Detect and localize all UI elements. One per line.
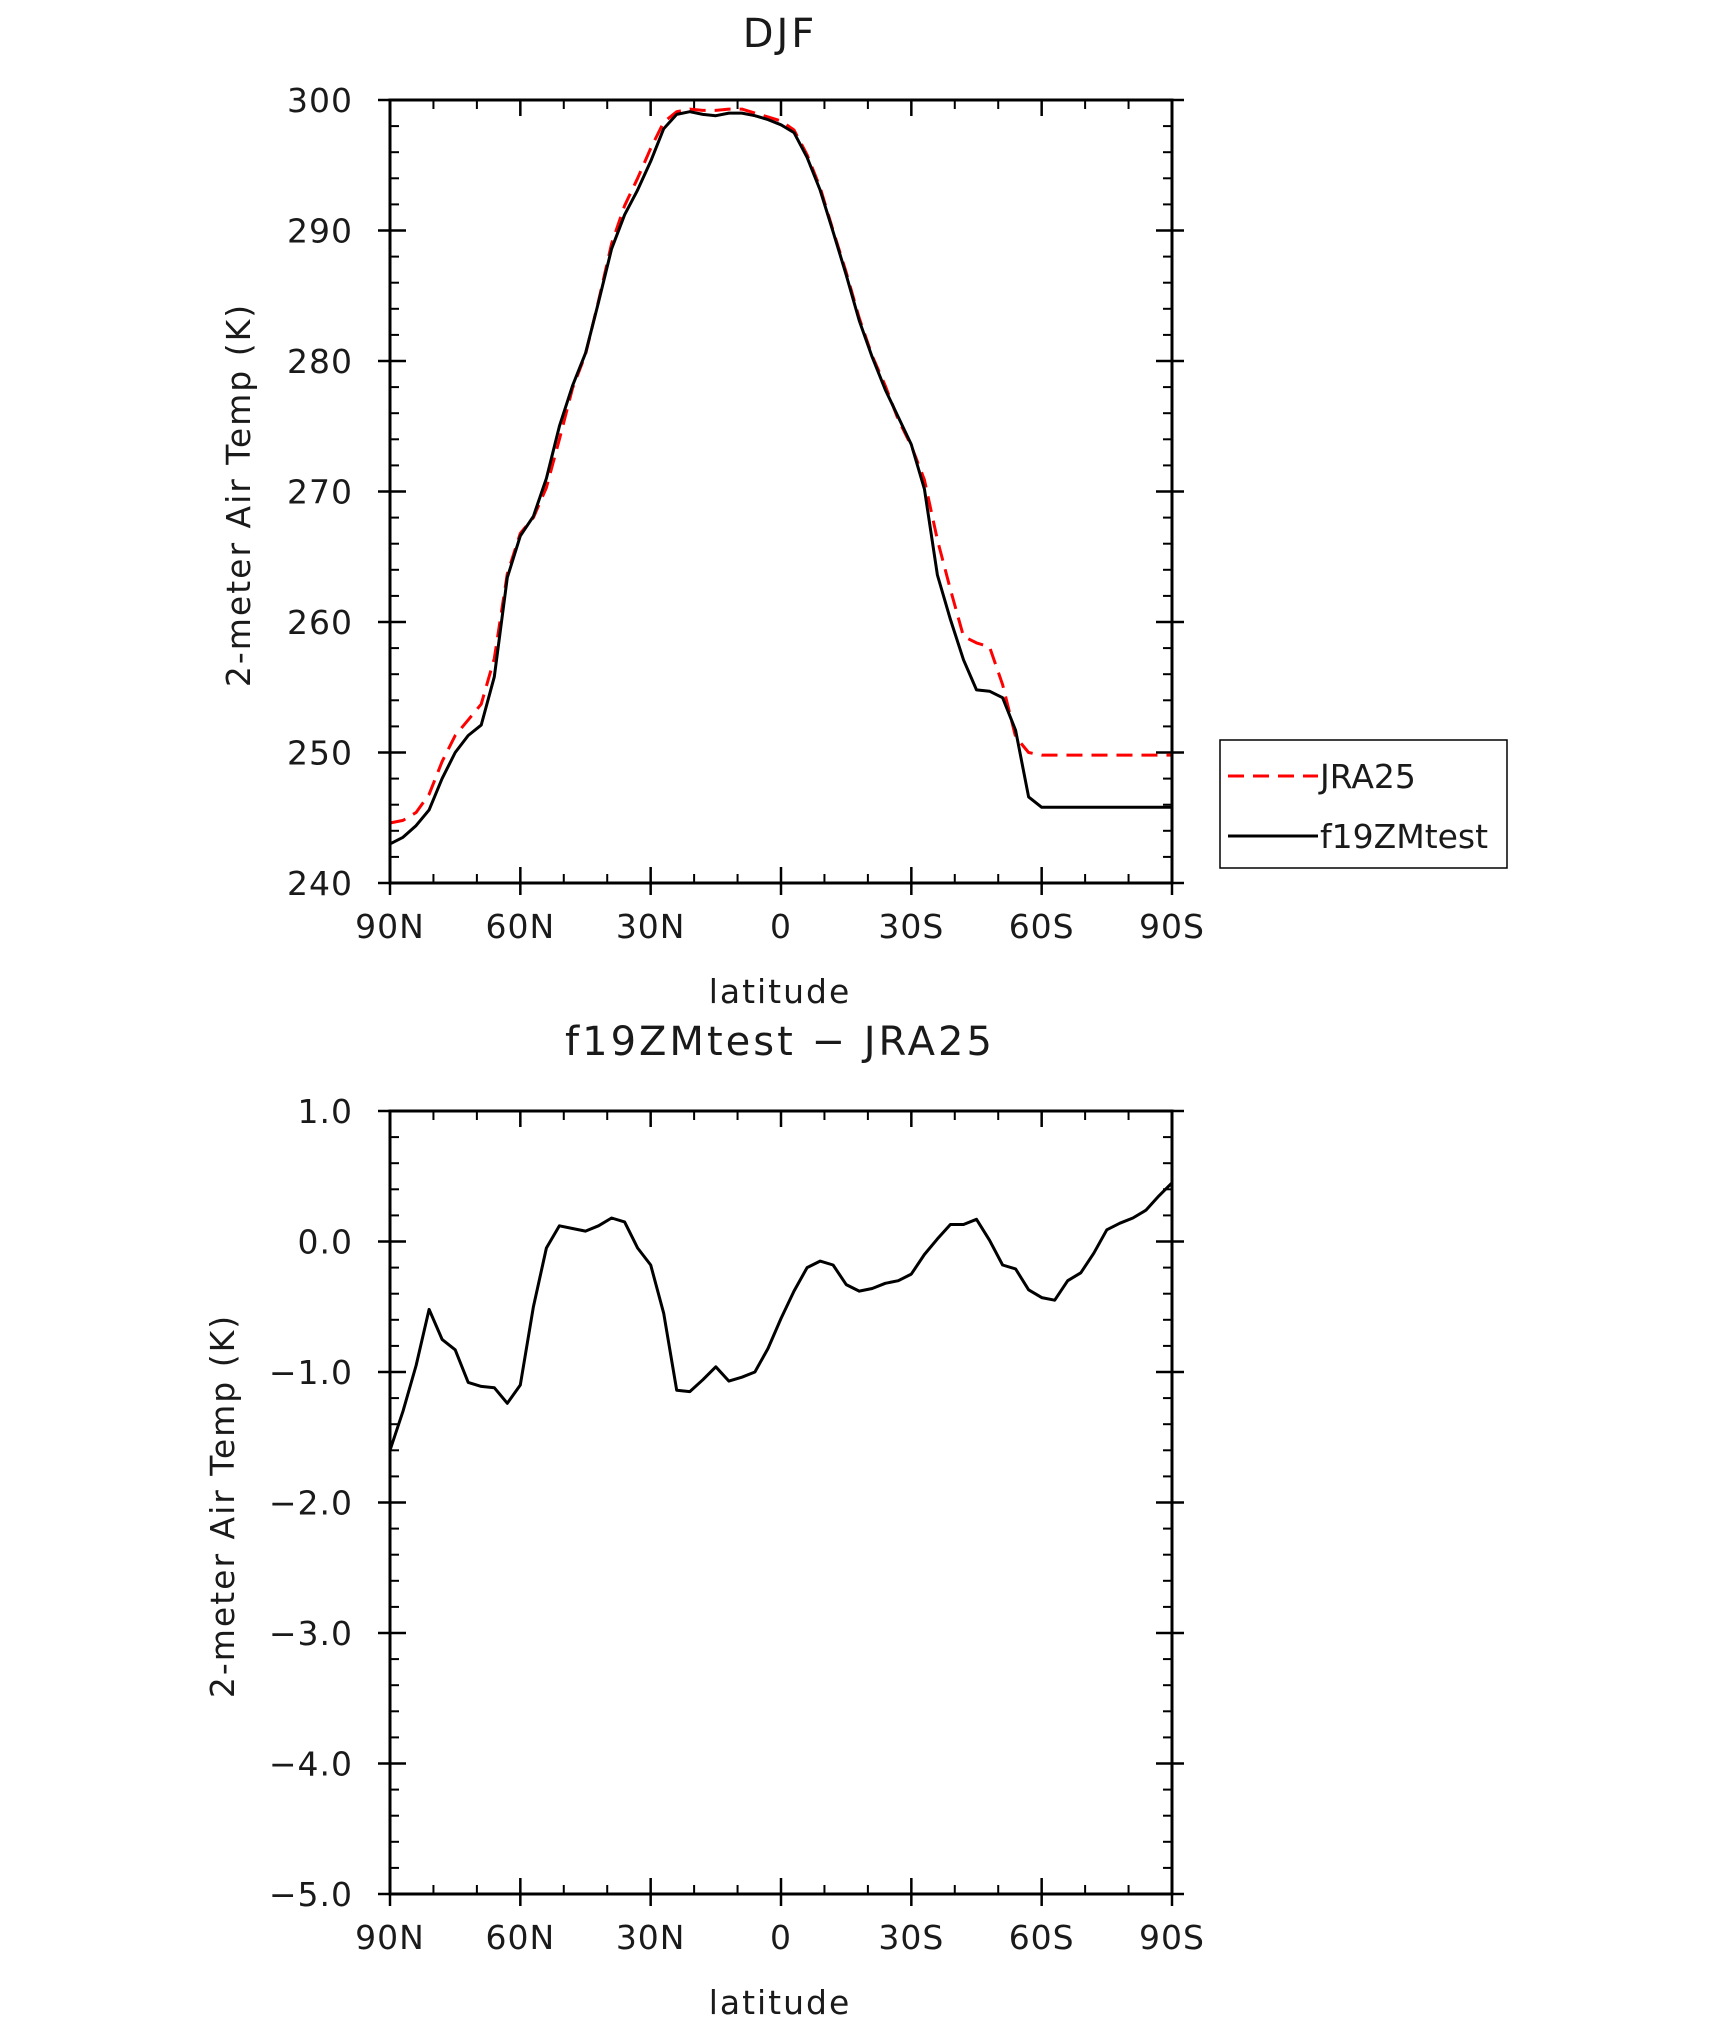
y-tick-label: 250: [287, 734, 353, 773]
series-line-f19zmtest: [389, 110, 1172, 846]
chart-djf: DJF latitude 2-meter Air Temp (K) 90N 60N…: [219, 11, 1508, 1011]
series-line-difference: [388, 1181, 1174, 1451]
y-tick-label: 240: [287, 864, 353, 903]
y-tick-label: −5.0: [269, 1875, 353, 1914]
axis-ticks: [378, 1109, 1184, 1906]
legend-label-f19zmtest: f19ZMtest: [1320, 817, 1488, 856]
chart-title: f19ZMtest − JRA25: [565, 1019, 995, 1065]
plot-frame: [388, 98, 1174, 885]
x-axis-label: latitude: [709, 972, 852, 1011]
x-tick-label: 60N: [485, 1918, 555, 1957]
x-tick-label: 90S: [1139, 1918, 1205, 1957]
x-tick-label: 0: [770, 1918, 792, 1957]
x-tick-label: 90N: [355, 907, 425, 946]
y-tick-label: −2.0: [269, 1484, 353, 1523]
y-tick-label: 1.0: [298, 1092, 353, 1131]
x-tick-label: 60S: [1009, 907, 1075, 946]
chart-title: DJF: [743, 11, 818, 57]
x-axis-label: latitude: [709, 1983, 852, 2021]
legend-box: [1219, 739, 1508, 869]
x-tick-label: 0: [770, 907, 792, 946]
x-tick-label: 30S: [878, 907, 944, 946]
y-tick-label: 280: [287, 342, 353, 381]
x-tick-label: 90N: [355, 1918, 425, 1957]
y-tick-label: 270: [287, 473, 353, 512]
legend: JRA25 f19ZMtest: [1219, 739, 1508, 869]
x-tick-label: 30N: [616, 1918, 686, 1957]
tick-labels: 90N 60N 30N 0 30S 60S 90S −5.0 −4.0 −3.0 −2.0 −1.0 0…: [269, 1092, 1205, 1957]
y-tick-label: 0.0: [298, 1223, 353, 1262]
x-tick-label: 60S: [1009, 1918, 1075, 1957]
tick-labels: 90N 60N 30N 0 30S 60S 90S 240 250 260 270 280 290 300: [287, 81, 1205, 946]
y-tick-label: 300: [287, 81, 353, 120]
series-lines: [389, 107, 1172, 846]
plot-frame: [388, 1109, 1174, 1896]
y-axis-label: 2-meter Air Temp (K): [203, 1314, 242, 1698]
legend-label-jra25: JRA25: [1318, 757, 1416, 796]
x-tick-label: 30N: [616, 907, 686, 946]
series-line-jra25: [389, 107, 1172, 825]
axis-ticks: [378, 98, 1184, 895]
x-tick-label: 30S: [878, 1918, 944, 1957]
y-tick-label: −3.0: [269, 1614, 353, 1653]
y-tick-label: 290: [287, 212, 353, 251]
chart-difference: f19ZMtest − JRA25 latitude 2-meter Air T…: [203, 1019, 1205, 2021]
x-tick-label: 60N: [485, 907, 555, 946]
y-tick-label: −1.0: [269, 1353, 353, 1392]
series-lines: [388, 1181, 1174, 1451]
y-axis-label: 2-meter Air Temp (K): [219, 303, 258, 687]
y-tick-label: 260: [287, 603, 353, 642]
x-tick-label: 90S: [1139, 907, 1205, 946]
y-tick-label: −4.0: [269, 1745, 353, 1784]
